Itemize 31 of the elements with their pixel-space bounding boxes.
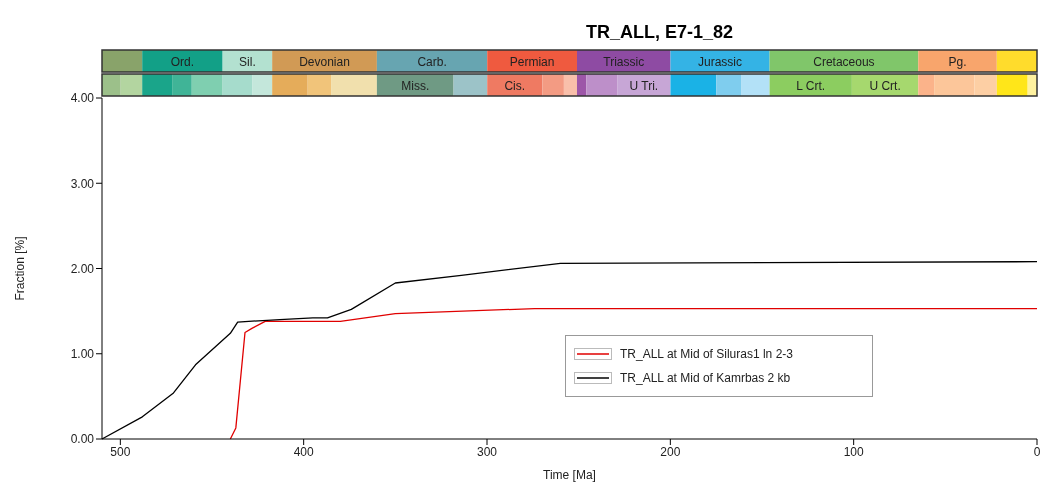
text: Devonian	[299, 55, 350, 69]
legend-label: TR_ALL at Mid of Kamrbas 2 kb	[620, 370, 791, 387]
text: U Tri.	[629, 79, 659, 93]
text: Cretaceous	[813, 55, 875, 69]
y-tick-label: 3.00	[70, 176, 95, 191]
x-tick-label: 300	[476, 444, 498, 459]
text: Permian	[509, 55, 555, 69]
y-tick-label: 0.00	[70, 432, 95, 447]
text: Triassic	[603, 55, 645, 69]
x-tick-label: 500	[110, 444, 131, 459]
y-tick-label: 4.00	[70, 91, 95, 106]
text: Ord.	[170, 55, 195, 69]
x-tick-label: 200	[660, 444, 681, 459]
text: L Crt.	[796, 79, 826, 93]
text: Jurassic	[698, 55, 743, 69]
x-tick-label: 400	[293, 444, 314, 459]
text: Sil.	[239, 55, 256, 69]
text: Pg.	[948, 55, 967, 69]
y-tick-label: 1.00	[70, 347, 95, 362]
text: Carb.	[417, 55, 447, 69]
y-axis-title: Fraction [%]	[13, 236, 28, 301]
legend-label: TR_ALL at Mid of Siluras1 ln 2-3	[620, 346, 793, 363]
x-tick-label: 100	[843, 444, 864, 459]
y-tick-label: 2.00	[70, 261, 95, 276]
line-series	[229, 307, 1038, 440]
chart-title: TR_ALL, E7-1_82	[584, 22, 735, 43]
text: U Crt.	[869, 79, 901, 93]
x-axis-title: Time [Ma]	[543, 468, 596, 482]
x-tick-label: 0	[1033, 444, 1041, 459]
text: Miss.	[401, 79, 430, 93]
text: Cis.	[504, 79, 526, 93]
